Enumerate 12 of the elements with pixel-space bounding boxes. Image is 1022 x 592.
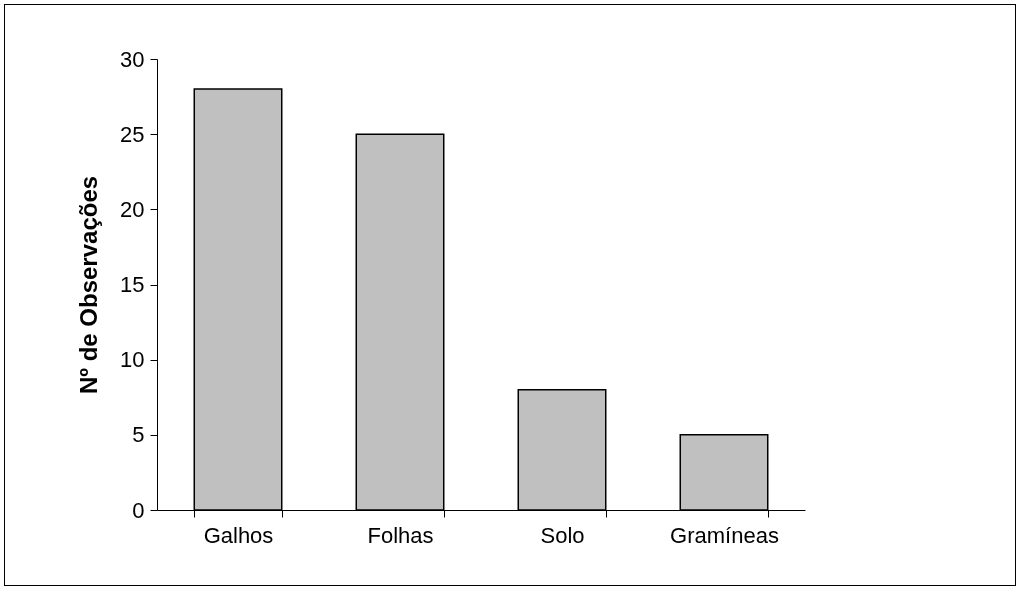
y-tick-label: 5	[132, 422, 145, 448]
x-tick-label: Folhas	[367, 522, 434, 548]
y-tick-label: 30	[120, 46, 145, 72]
y-tick-label: 15	[120, 272, 145, 297]
x-tick-label: Solo	[540, 522, 585, 548]
y-tick-label: 25	[120, 121, 145, 147]
y-tick-label: 10	[120, 347, 145, 373]
y-tick-label: 20	[120, 196, 145, 222]
x-tick-label: Galhos	[203, 522, 274, 548]
y-axis-title: Nº de Observações	[75, 175, 103, 395]
y-tick-label: 0	[132, 497, 145, 523]
x-tick-label: Gramíneas	[670, 522, 779, 548]
